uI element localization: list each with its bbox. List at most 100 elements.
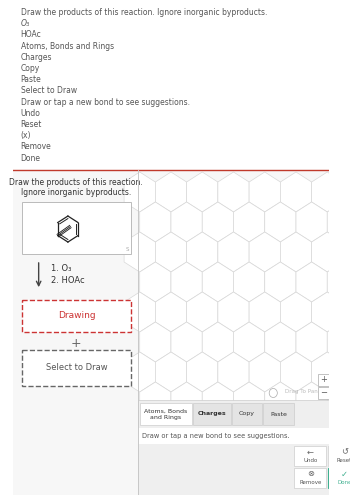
Bar <box>328 446 350 466</box>
Polygon shape <box>265 202 296 242</box>
Text: Paste: Paste <box>21 75 41 84</box>
Polygon shape <box>312 292 343 332</box>
Polygon shape <box>233 382 265 422</box>
Bar <box>140 403 192 425</box>
Polygon shape <box>233 202 265 242</box>
Text: Charges: Charges <box>198 411 226 416</box>
Bar <box>13 0 329 170</box>
Text: ⊗: ⊗ <box>307 469 314 479</box>
Text: HOAc: HOAc <box>21 30 41 40</box>
Polygon shape <box>233 262 265 302</box>
Polygon shape <box>171 382 202 422</box>
Polygon shape <box>296 202 327 242</box>
Text: −: − <box>320 389 327 397</box>
Text: 3: 3 <box>26 22 29 27</box>
Text: Charges: Charges <box>21 53 52 62</box>
Polygon shape <box>280 292 312 332</box>
Bar <box>318 387 329 399</box>
Polygon shape <box>249 292 280 332</box>
Polygon shape <box>296 262 327 302</box>
Bar <box>13 170 329 495</box>
Polygon shape <box>249 172 280 212</box>
Bar <box>294 446 327 466</box>
Polygon shape <box>140 322 171 362</box>
Text: O: O <box>21 19 27 28</box>
Bar <box>328 468 350 488</box>
Text: Drag To Pan: Drag To Pan <box>285 390 317 395</box>
Text: Undo: Undo <box>303 457 317 462</box>
Text: Ignore inorganic byproducts.: Ignore inorganic byproducts. <box>21 188 131 197</box>
Polygon shape <box>265 322 296 362</box>
Polygon shape <box>124 232 155 272</box>
Bar <box>22 300 131 332</box>
Bar <box>138 428 329 444</box>
Text: (x): (x) <box>21 131 31 140</box>
Bar <box>22 350 131 386</box>
Bar <box>263 403 294 425</box>
Polygon shape <box>140 262 171 302</box>
Polygon shape <box>202 262 233 302</box>
Polygon shape <box>218 352 249 392</box>
Polygon shape <box>249 352 280 392</box>
Bar <box>232 403 262 425</box>
Text: Undo: Undo <box>21 109 41 118</box>
Polygon shape <box>140 202 171 242</box>
Bar <box>294 468 327 488</box>
Polygon shape <box>155 352 187 392</box>
Circle shape <box>269 389 277 397</box>
Text: Remove: Remove <box>299 480 321 485</box>
Text: Draw the products of this reaction.: Draw the products of this reaction. <box>9 178 142 187</box>
Polygon shape <box>171 202 202 242</box>
Polygon shape <box>265 382 296 422</box>
Polygon shape <box>233 322 265 362</box>
Text: ↺: ↺ <box>341 447 348 456</box>
Text: +: + <box>70 337 81 350</box>
Polygon shape <box>218 292 249 332</box>
Polygon shape <box>124 172 155 212</box>
Polygon shape <box>296 322 327 362</box>
Polygon shape <box>187 232 218 272</box>
Text: 2. HOAc: 2. HOAc <box>51 276 85 285</box>
Text: ←: ← <box>307 447 314 456</box>
Polygon shape <box>187 292 218 332</box>
Bar <box>193 403 231 425</box>
Polygon shape <box>155 172 187 212</box>
Polygon shape <box>218 232 249 272</box>
Text: Copy: Copy <box>21 64 40 73</box>
Text: Atoms, Bonds and Rings: Atoms, Bonds and Rings <box>21 42 114 50</box>
Polygon shape <box>265 262 296 302</box>
Text: S: S <box>125 247 129 252</box>
Text: Paste: Paste <box>270 411 287 416</box>
Polygon shape <box>171 262 202 302</box>
Text: Select to Draw: Select to Draw <box>21 87 77 96</box>
Polygon shape <box>124 352 155 392</box>
Text: Reset: Reset <box>21 120 42 129</box>
Text: Remove: Remove <box>21 143 51 151</box>
Polygon shape <box>218 172 249 212</box>
Polygon shape <box>327 322 350 362</box>
Polygon shape <box>296 382 327 422</box>
Text: ✓: ✓ <box>341 469 348 479</box>
Text: Draw the products of this reaction. Ignore inorganic byproducts.: Draw the products of this reaction. Igno… <box>21 8 267 17</box>
Polygon shape <box>187 352 218 392</box>
Polygon shape <box>187 172 218 212</box>
Polygon shape <box>327 202 350 242</box>
Polygon shape <box>249 232 280 272</box>
Polygon shape <box>280 232 312 272</box>
Polygon shape <box>155 292 187 332</box>
Polygon shape <box>280 352 312 392</box>
Text: Drawing: Drawing <box>58 311 95 320</box>
Polygon shape <box>171 322 202 362</box>
Text: Reset: Reset <box>337 457 350 462</box>
Text: Copy: Copy <box>239 411 255 416</box>
Text: Done: Done <box>337 480 350 485</box>
Text: +: + <box>320 376 327 385</box>
Polygon shape <box>312 352 343 392</box>
Polygon shape <box>312 232 343 272</box>
Polygon shape <box>327 382 350 422</box>
Polygon shape <box>202 322 233 362</box>
Text: 1. O₃: 1. O₃ <box>51 264 72 273</box>
Polygon shape <box>202 202 233 242</box>
Text: Atoms, Bonds
and Rings: Atoms, Bonds and Rings <box>144 408 188 420</box>
Polygon shape <box>155 232 187 272</box>
